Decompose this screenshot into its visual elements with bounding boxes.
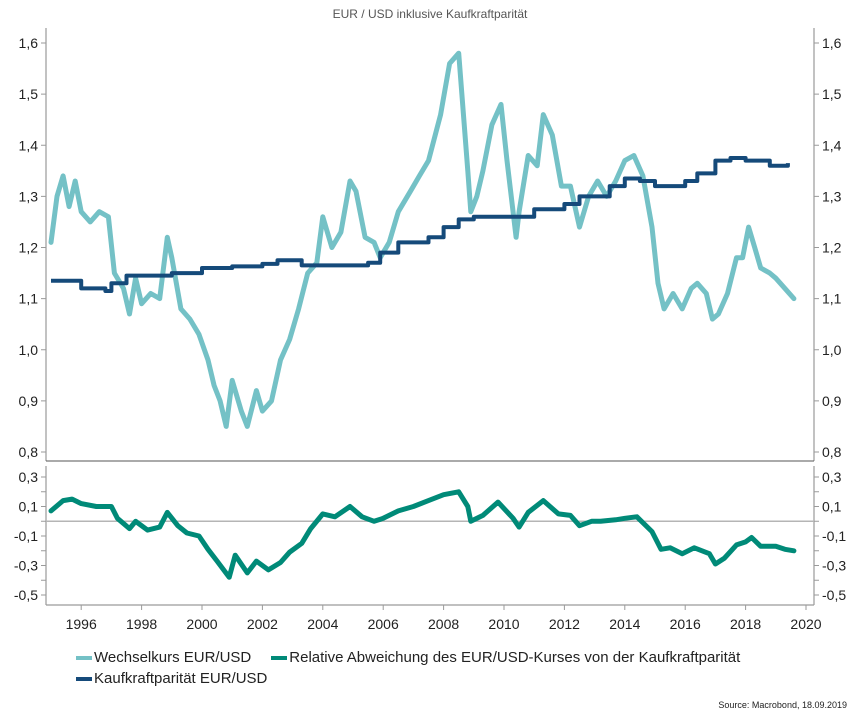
series-line-wechselkurs [48, 50, 797, 429]
chart-title: EUR / USD inklusive Kaufkraftparität [333, 7, 528, 21]
legend-label-kaufkraftparitaet: Kaufkraftparität EUR/USD [94, 670, 268, 687]
source-note: Source: Macrobond, 18.09.2019 [718, 700, 847, 710]
legend-swatch-kaufkraftparitaet [76, 676, 92, 681]
legend-item-abweichung: Relative Abweichung des EUR/USD-Kurses v… [271, 649, 740, 666]
lower-left-tick-label: -0,3 [14, 558, 38, 574]
x-tick-label: 2006 [368, 616, 399, 632]
lower-right-tick-label: -0,5 [822, 587, 846, 603]
upper-right-tick-label: 1,0 [822, 342, 842, 358]
series-line-kaufkraftparitaet [51, 156, 790, 293]
x-tick-label: 2010 [488, 616, 519, 632]
x-tick-label: 1996 [66, 616, 97, 632]
upper-right-tick-label: 1,6 [822, 35, 842, 51]
x-tick-label: 2012 [549, 616, 580, 632]
x-tick-label: 2004 [307, 616, 338, 632]
legend-label-abweichung: Relative Abweichung des EUR/USD-Kurses v… [289, 649, 741, 666]
upper-right-tick-label: 0,9 [822, 393, 842, 409]
legend-item-kaufkraftparitaet: Kaufkraftparität EUR/USD [76, 670, 267, 687]
x-tick-label: 2014 [609, 616, 640, 632]
legend-swatch-wechselkurs [76, 655, 92, 660]
legend-label-wechselkurs: Wechselkurs EUR/USD [94, 649, 252, 666]
legend-swatch-abweichung [271, 655, 288, 660]
lower-right-tick-label: 0,1 [822, 499, 842, 515]
lower-left-tick-label: -0,5 [14, 587, 38, 603]
upper-right-tick-label: 1,3 [822, 188, 842, 204]
upper-left-tick-label: 1,0 [19, 342, 39, 358]
x-tick-label: 2008 [428, 616, 459, 632]
upper-left-tick-label: 0,8 [19, 444, 39, 460]
lower-right-tick-label: -0,3 [822, 558, 846, 574]
x-tick-label: 2002 [247, 616, 278, 632]
x-tick-label: 2018 [730, 616, 761, 632]
x-tick-label: 2016 [670, 616, 701, 632]
lower-left-tick-label: -0,1 [14, 528, 38, 544]
lower-right-tick-label: 0,3 [822, 469, 842, 485]
upper-right-tick-label: 1,2 [822, 240, 842, 256]
upper-left-tick-label: 1,4 [19, 137, 39, 153]
upper-left-tick-label: 0,9 [19, 393, 39, 409]
x-tick-label: 2000 [186, 616, 217, 632]
lower-left-tick-label: 0,3 [19, 469, 39, 485]
upper-left-tick-label: 1,3 [19, 188, 39, 204]
upper-right-tick-label: 0,8 [822, 444, 842, 460]
series-layer [48, 50, 797, 580]
legend: Wechselkurs EUR/USD Relative Abweichung … [76, 647, 760, 689]
upper-right-tick-label: 1,1 [822, 291, 842, 307]
axes: 1,6 1,6 1,5 1,5 1,4 1,4 1,3 1,3 1,2 1,2 1,1 1,1 1,0 1… [14, 28, 846, 632]
upper-left-tick-label: 1,5 [19, 86, 39, 102]
upper-left-tick-label: 1,6 [19, 35, 39, 51]
legend-item-wechselkurs: Wechselkurs EUR/USD [76, 649, 251, 666]
lower-left-tick-label: 0,1 [19, 499, 39, 515]
series-line-abweichung [48, 489, 797, 580]
x-tick-label: 2020 [790, 616, 821, 632]
lower-right-tick-label: -0,1 [822, 528, 846, 544]
upper-right-tick-label: 1,5 [822, 86, 842, 102]
x-tick-label: 1998 [126, 616, 157, 632]
upper-right-tick-label: 1,4 [822, 137, 842, 153]
upper-left-tick-label: 1,1 [19, 291, 39, 307]
upper-left-tick-label: 1,2 [19, 240, 39, 256]
